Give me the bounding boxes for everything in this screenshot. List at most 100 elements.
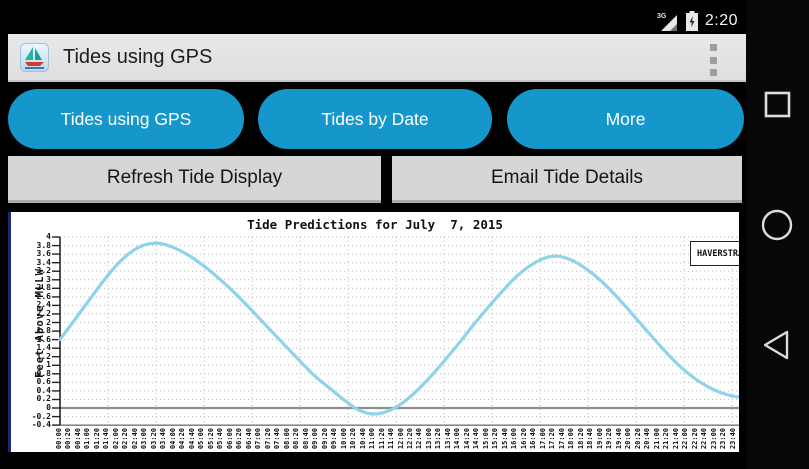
y-tick-label: 2 — [46, 317, 51, 327]
signal-icon: 3G — [657, 13, 677, 31]
x-tick-label: 05:00 — [197, 428, 206, 450]
y-tick-label: 0.8 — [36, 368, 51, 378]
x-tick-label: 21:20 — [662, 428, 671, 450]
x-tick-label: 19:40 — [614, 428, 623, 450]
x-tick-label: 18:20 — [576, 428, 585, 450]
tide-curve — [58, 241, 739, 416]
x-tick-label: 07:20 — [263, 428, 272, 450]
y-tick-label: 0 — [46, 403, 51, 412]
y-tick-label: -0.2 — [31, 411, 51, 421]
back-triangle-icon[interactable] — [760, 328, 794, 362]
y-tick-label: 2.2 — [36, 308, 51, 318]
x-tick-label: 12:40 — [415, 428, 424, 450]
x-tick-label: 08:40 — [301, 428, 310, 450]
y-tick-label: 3.8 — [36, 240, 51, 250]
x-tick-label: 20:40 — [643, 428, 652, 450]
x-tick-label: 08:20 — [292, 428, 301, 450]
x-tick-label: 06:40 — [244, 428, 253, 450]
battery-charging-icon — [685, 11, 698, 31]
station-legend: HAVERSTRA — [690, 241, 739, 266]
x-tick-label: 00:40 — [73, 428, 82, 450]
y-tick-label: 3.2 — [36, 266, 51, 276]
y-tick-label: 1.6 — [36, 334, 51, 344]
x-tick-label: 00:00 — [55, 428, 63, 450]
x-tick-label: 10:40 — [358, 428, 367, 450]
x-tick-label: 00:20 — [64, 428, 73, 450]
x-tick-label: 14:00 — [453, 428, 462, 450]
tide-curve-plot — [52, 236, 739, 426]
tides-by-date-label: Tides by Date — [321, 108, 429, 129]
chart-title: Tide Predictions for July 7, 2015 — [247, 217, 503, 232]
svg-text:3G: 3G — [657, 13, 667, 20]
overflow-menu-icon[interactable] — [710, 44, 718, 76]
x-tick-label: 19:20 — [605, 428, 614, 450]
x-tick-label: 11:20 — [377, 428, 386, 450]
home-circle-icon[interactable] — [760, 208, 794, 242]
x-tick-label: 23:40 — [728, 428, 737, 450]
x-tick-label: 02:20 — [121, 428, 130, 450]
x-tick-label: 01:40 — [102, 428, 111, 450]
x-tick-label: 18:40 — [586, 428, 595, 450]
x-tick-label: 15:00 — [481, 428, 490, 450]
x-tick-label: 21:40 — [671, 428, 680, 450]
x-tick-label: 06:00 — [225, 428, 234, 450]
status-bar: 3G 2:20 — [8, 8, 746, 34]
x-tick-label: 20:00 — [624, 428, 633, 450]
x-tick-label: 13:00 — [424, 428, 433, 450]
x-tick-label: 08:00 — [282, 428, 291, 450]
y-tick-label: 1.2 — [36, 351, 51, 361]
y-tick-label: 1.8 — [36, 326, 51, 336]
x-tick-label: 06:20 — [235, 428, 244, 450]
x-tick-label: 23:00 — [709, 428, 718, 450]
x-tick-label: 01:20 — [92, 428, 101, 450]
x-tick-label: 04:40 — [187, 428, 196, 450]
x-tick-label: 04:00 — [168, 428, 177, 450]
x-tick-label: 16:40 — [529, 428, 538, 450]
x-tick-label: 13:40 — [443, 428, 452, 450]
x-tick-label: 03:00 — [140, 428, 149, 450]
x-tick-label: 22:40 — [700, 428, 709, 450]
y-tick-label: -0.4 — [31, 420, 51, 430]
tide-chart-panel: Tide Predictions for July 7, 2015 Feet A… — [8, 212, 739, 452]
x-tick-label: 22:00 — [681, 428, 690, 450]
more-label: More — [605, 108, 646, 129]
x-tick-label: 17:00 — [538, 428, 547, 450]
app-title: Tides using GPS — [63, 45, 213, 68]
y-tick-label: 3.4 — [36, 257, 51, 267]
y-tick-label: 0.2 — [36, 394, 51, 404]
x-tick-label: 05:40 — [216, 428, 225, 450]
x-tick-label: 04:20 — [178, 428, 187, 450]
y-tick-label: 2.8 — [36, 283, 51, 293]
x-tick-label: 05:20 — [206, 428, 215, 450]
x-tick-label: 10:00 — [339, 428, 348, 450]
sailboat-app-icon — [20, 42, 49, 72]
x-tick-label: 18:00 — [567, 428, 576, 450]
tides-by-date-button[interactable]: Tides by Date — [258, 89, 492, 149]
x-tick-label: 15:20 — [491, 428, 500, 450]
x-tick-label: 11:00 — [368, 428, 377, 450]
tides-using-gps-label: Tides using GPS — [60, 108, 192, 129]
x-tick-label: 02:00 — [111, 428, 120, 450]
x-tick-label: 16:00 — [510, 428, 519, 450]
station-legend-label: HAVERSTRA — [697, 248, 739, 259]
x-tick-label: 19:00 — [595, 428, 604, 450]
recents-square-icon[interactable] — [760, 88, 794, 122]
action-bar: Tides using GPS — [8, 34, 746, 82]
x-tick-label: 14:20 — [462, 428, 471, 450]
x-tick-label: 16:20 — [519, 428, 528, 450]
y-tick-label: 3 — [46, 274, 51, 284]
x-tick-label: 13:20 — [434, 428, 443, 450]
status-time: 2:20 — [704, 12, 738, 29]
more-button[interactable]: More — [507, 89, 744, 149]
refresh-tide-display-button[interactable]: Refresh Tide Display — [8, 156, 381, 203]
y-tick-label: 1 — [46, 360, 51, 370]
x-tick-label: 20:20 — [633, 428, 642, 450]
x-tick-label: 15:40 — [500, 428, 509, 450]
x-tick-label: 10:20 — [349, 428, 358, 450]
email-tide-details-button[interactable]: Email Tide Details — [392, 156, 742, 203]
y-tick-label: 3.6 — [36, 249, 51, 259]
tides-using-gps-button[interactable]: Tides using GPS — [8, 89, 244, 149]
android-navigation-bar — [746, 0, 809, 469]
y-tick-label: 1.4 — [36, 343, 51, 353]
x-tick-label: 09:40 — [330, 428, 339, 450]
